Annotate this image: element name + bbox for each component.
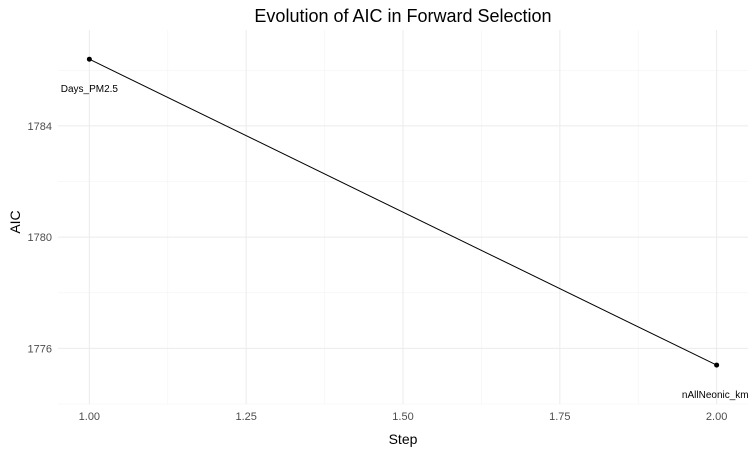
series-layer: Days_PM2.5 nAllNeonic_km xyxy=(61,56,749,401)
y-axis-title: AIC xyxy=(7,210,23,233)
x-tick-label: 2.00 xyxy=(706,411,727,423)
x-tick-label: 1.75 xyxy=(549,411,570,423)
x-axis-title: Step xyxy=(389,431,418,447)
y-tick-label: 1784 xyxy=(28,121,52,133)
x-tick-label: 1.00 xyxy=(79,411,100,423)
aic-series-line xyxy=(89,58,717,366)
major-gridlines xyxy=(58,30,748,404)
y-axis-ticks: 1776 1780 1784 xyxy=(28,121,52,355)
data-point xyxy=(714,362,720,368)
x-tick-label: 1.50 xyxy=(392,411,413,423)
x-axis-ticks: 1.00 1.25 1.50 1.75 2.00 xyxy=(79,411,728,423)
point-label: nAllNeonic_km xyxy=(682,390,749,401)
chart-title: Evolution of AIC in Forward Selection xyxy=(254,6,551,26)
y-tick-label: 1780 xyxy=(28,232,52,244)
y-tick-label: 1776 xyxy=(28,343,52,355)
x-tick-label: 1.25 xyxy=(235,411,256,423)
point-label: Days_PM2.5 xyxy=(61,84,119,95)
data-point xyxy=(86,56,92,62)
